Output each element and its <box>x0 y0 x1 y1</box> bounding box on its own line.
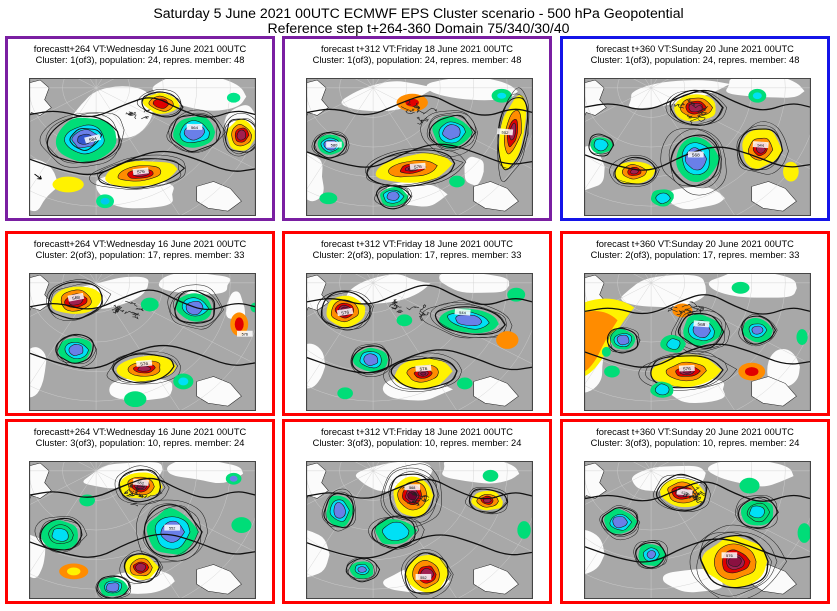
svg-text:576: 576 <box>683 366 692 371</box>
svg-text:552: 552 <box>501 130 509 135</box>
svg-text:576: 576 <box>419 366 428 371</box>
svg-text:576: 576 <box>242 333 248 337</box>
svg-text:576: 576 <box>140 361 149 366</box>
svg-text:544: 544 <box>757 144 764 148</box>
svg-text:568: 568 <box>697 322 706 327</box>
svg-text:568: 568 <box>409 486 415 490</box>
svg-text:544: 544 <box>459 311 466 315</box>
svg-text:552: 552 <box>169 527 175 531</box>
svg-text:552: 552 <box>137 481 144 485</box>
svg-text:568: 568 <box>692 153 700 158</box>
svg-text:580: 580 <box>331 144 338 148</box>
svg-text:576: 576 <box>414 164 423 169</box>
svg-text:576: 576 <box>137 169 146 175</box>
svg-text:564: 564 <box>191 125 199 130</box>
svg-text:576: 576 <box>726 554 733 558</box>
svg-text:552: 552 <box>420 576 426 580</box>
